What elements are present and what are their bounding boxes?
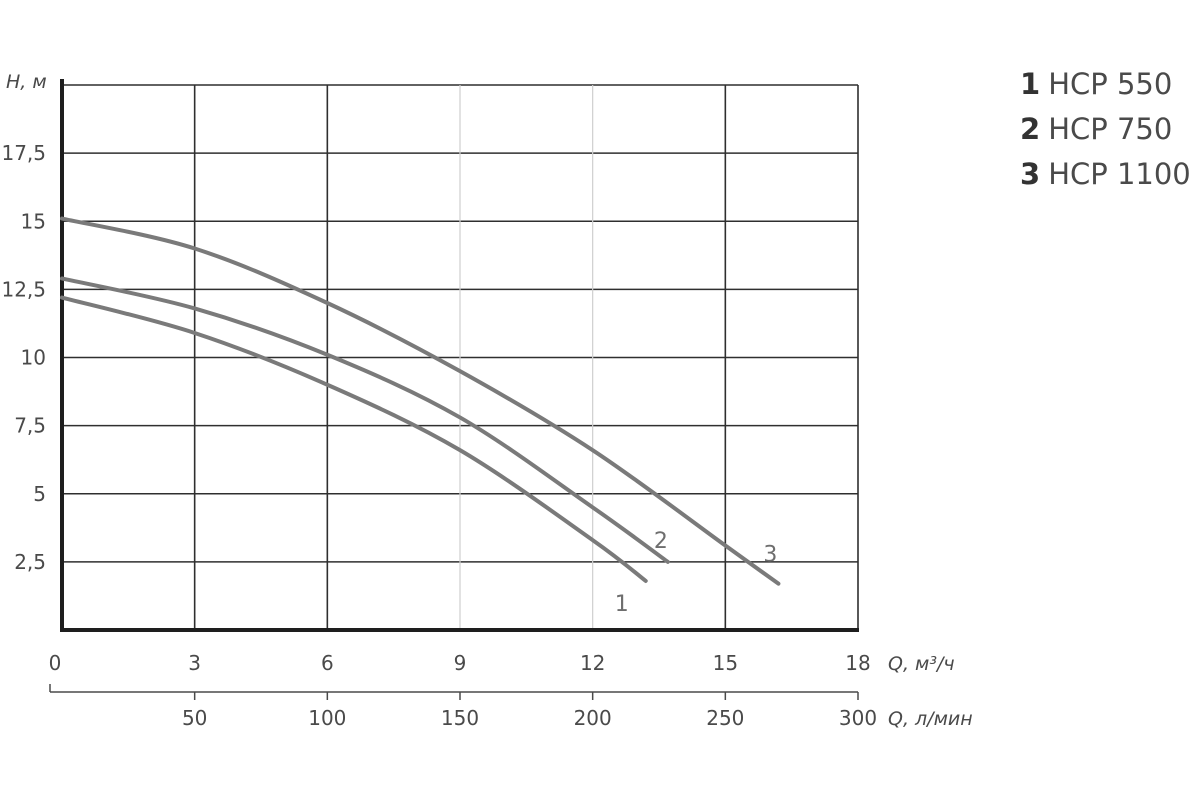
curve-number-label: 2	[654, 529, 668, 554]
x-axis-label: Q, м³/ч	[888, 653, 955, 675]
x2-tick-label: 100	[308, 706, 346, 730]
x2-tick-label: 250	[706, 706, 744, 730]
y-tick-label: 15	[21, 209, 46, 233]
x-tick-label: 0	[49, 651, 62, 675]
curve-number-label: 3	[763, 543, 777, 568]
y-tick-label: 10	[21, 346, 46, 370]
legend-series-name: HCP 1100	[1048, 157, 1191, 191]
curve-number-label: 1	[615, 592, 629, 617]
x2-tick-label: 300	[839, 706, 877, 730]
legend-item-1: 1 HCP 550	[1020, 62, 1191, 107]
x-tick-label: 12	[580, 651, 605, 675]
y-tick-label: 17,5	[1, 141, 46, 165]
legend-number: 1	[1020, 67, 1041, 101]
y-tick-label: 7,5	[14, 414, 46, 438]
x2-tick-label: 200	[574, 706, 612, 730]
y-tick-label: 5	[33, 482, 46, 506]
x2-tick-label: 150	[441, 706, 479, 730]
legend-number: 2	[1020, 112, 1041, 146]
x-tick-label: 18	[845, 651, 870, 675]
y-tick-label: 12,5	[1, 277, 46, 301]
legend-number: 3	[1020, 157, 1041, 191]
legend-series-name: HCP 750	[1048, 112, 1173, 146]
series-line-3	[60, 216, 781, 586]
legend: 1 HCP 550 2 HCP 750 3 HCP 1100	[1020, 62, 1191, 197]
x-tick-label: 6	[321, 651, 334, 675]
legend-series-name: HCP 550	[1048, 67, 1173, 101]
legend-item-3: 3 HCP 1100	[1020, 152, 1191, 197]
x-tick-label: 9	[454, 651, 467, 675]
y-axis-label: H, м	[6, 71, 47, 93]
y-tick-label: 2,5	[14, 550, 46, 574]
series-line-2	[60, 276, 670, 564]
legend-item-2: 2 HCP 750	[1020, 107, 1191, 152]
x2-axis-label: Q, л/мин	[888, 708, 973, 730]
x-tick-label: 15	[713, 651, 738, 675]
x2-tick-label: 50	[182, 706, 207, 730]
series-line-1	[60, 295, 648, 583]
x-tick-label: 3	[188, 651, 201, 675]
